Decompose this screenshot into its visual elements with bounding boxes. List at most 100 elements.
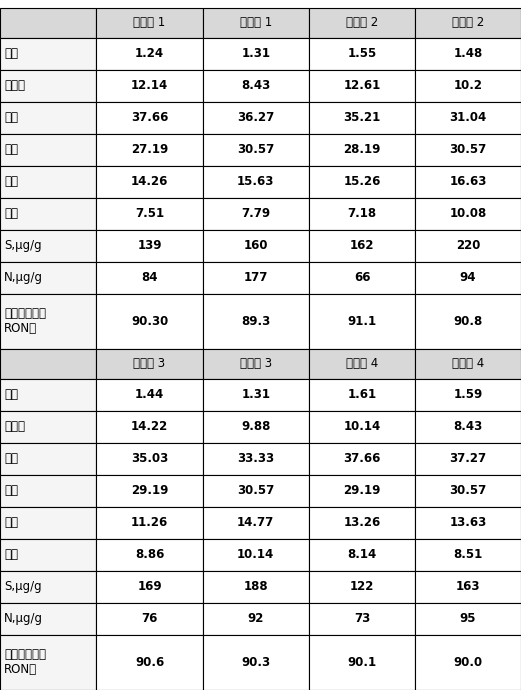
Text: 220: 220 [456,239,480,252]
Bar [203,134,309,166]
Text: 37.66: 37.66 [343,452,381,465]
Text: 16.63: 16.63 [450,175,487,188]
Text: 实施例 4: 实施例 4 [346,357,378,371]
Bar [96,38,203,70]
Text: 36.27: 36.27 [237,111,275,124]
Bar [309,571,415,602]
Bar [309,102,415,134]
Bar [415,38,521,70]
Text: 31.04: 31.04 [450,111,487,124]
Bar [0,506,96,539]
Bar [309,475,415,506]
Text: 9.88: 9.88 [241,420,270,433]
Bar [0,571,96,602]
Text: 10.2: 10.2 [454,79,482,92]
Bar [309,8,415,38]
Text: 163: 163 [456,580,480,593]
Text: 1.59: 1.59 [453,388,483,402]
Bar [96,411,203,443]
Bar [309,602,415,635]
Bar [96,443,203,475]
Bar [309,230,415,262]
Text: 比较例 1: 比较例 1 [240,17,272,30]
Bar [203,506,309,539]
Bar [96,539,203,571]
Bar [309,293,415,349]
Text: 90.6: 90.6 [135,656,164,669]
Bar [203,349,309,379]
Text: 92: 92 [247,612,264,625]
Bar [309,134,415,166]
Bar [203,102,309,134]
Text: 10.08: 10.08 [450,207,487,220]
Bar [0,602,96,635]
Text: 12.14: 12.14 [131,79,168,92]
Bar [96,134,203,166]
Bar [96,166,203,197]
Bar [0,197,96,230]
Bar [0,230,96,262]
Text: 13.63: 13.63 [450,516,487,529]
Text: 177: 177 [244,271,268,284]
Text: 33.33: 33.33 [237,452,275,465]
Bar [415,8,521,38]
Bar [309,166,415,197]
Bar [203,293,309,349]
Bar [96,506,203,539]
Bar [0,635,96,690]
Bar [203,571,309,602]
Text: 8.14: 8.14 [348,548,377,561]
Bar [309,506,415,539]
Text: 30.57: 30.57 [237,144,275,156]
Text: 28.19: 28.19 [343,144,381,156]
Bar [415,411,521,443]
Text: 实施例 1: 实施例 1 [133,17,166,30]
Text: 1.48: 1.48 [453,48,483,60]
Text: 实施例 3: 实施例 3 [133,357,166,371]
Bar [415,262,521,293]
Text: 30.57: 30.57 [450,484,487,497]
Text: 35.03: 35.03 [131,452,168,465]
Bar [415,197,521,230]
Bar [309,635,415,690]
Text: 1.24: 1.24 [135,48,164,60]
Text: 94: 94 [460,271,476,284]
Text: 66: 66 [354,271,370,284]
Text: S,μg/g: S,μg/g [4,239,42,252]
Text: 1.55: 1.55 [348,48,377,60]
Text: 11.26: 11.26 [131,516,168,529]
Bar [203,539,309,571]
Text: 90.30: 90.30 [131,315,168,328]
Text: 比较例 3: 比较例 3 [240,357,272,371]
Bar [415,349,521,379]
Text: 1.31: 1.31 [241,48,270,60]
Bar [415,635,521,690]
Bar [415,166,521,197]
Text: 8.43: 8.43 [453,420,483,433]
Bar [415,379,521,411]
Text: 162: 162 [350,239,375,252]
Bar [0,293,96,349]
Bar [203,262,309,293]
Text: 柴油: 柴油 [4,484,18,497]
Bar [309,539,415,571]
Bar [96,8,203,38]
Bar [415,602,521,635]
Text: 14.26: 14.26 [131,175,168,188]
Text: 29.19: 29.19 [131,484,168,497]
Bar [309,411,415,443]
Text: 90.0: 90.0 [454,656,482,669]
Bar [309,262,415,293]
Text: 1.44: 1.44 [135,388,164,402]
Text: 重油: 重油 [4,175,18,188]
Bar [203,197,309,230]
Text: 139: 139 [137,239,162,252]
Bar [415,506,521,539]
Bar [415,230,521,262]
Bar [203,475,309,506]
Bar [203,38,309,70]
Text: 重油: 重油 [4,516,18,529]
Bar [415,134,521,166]
Bar [309,379,415,411]
Bar [0,262,96,293]
